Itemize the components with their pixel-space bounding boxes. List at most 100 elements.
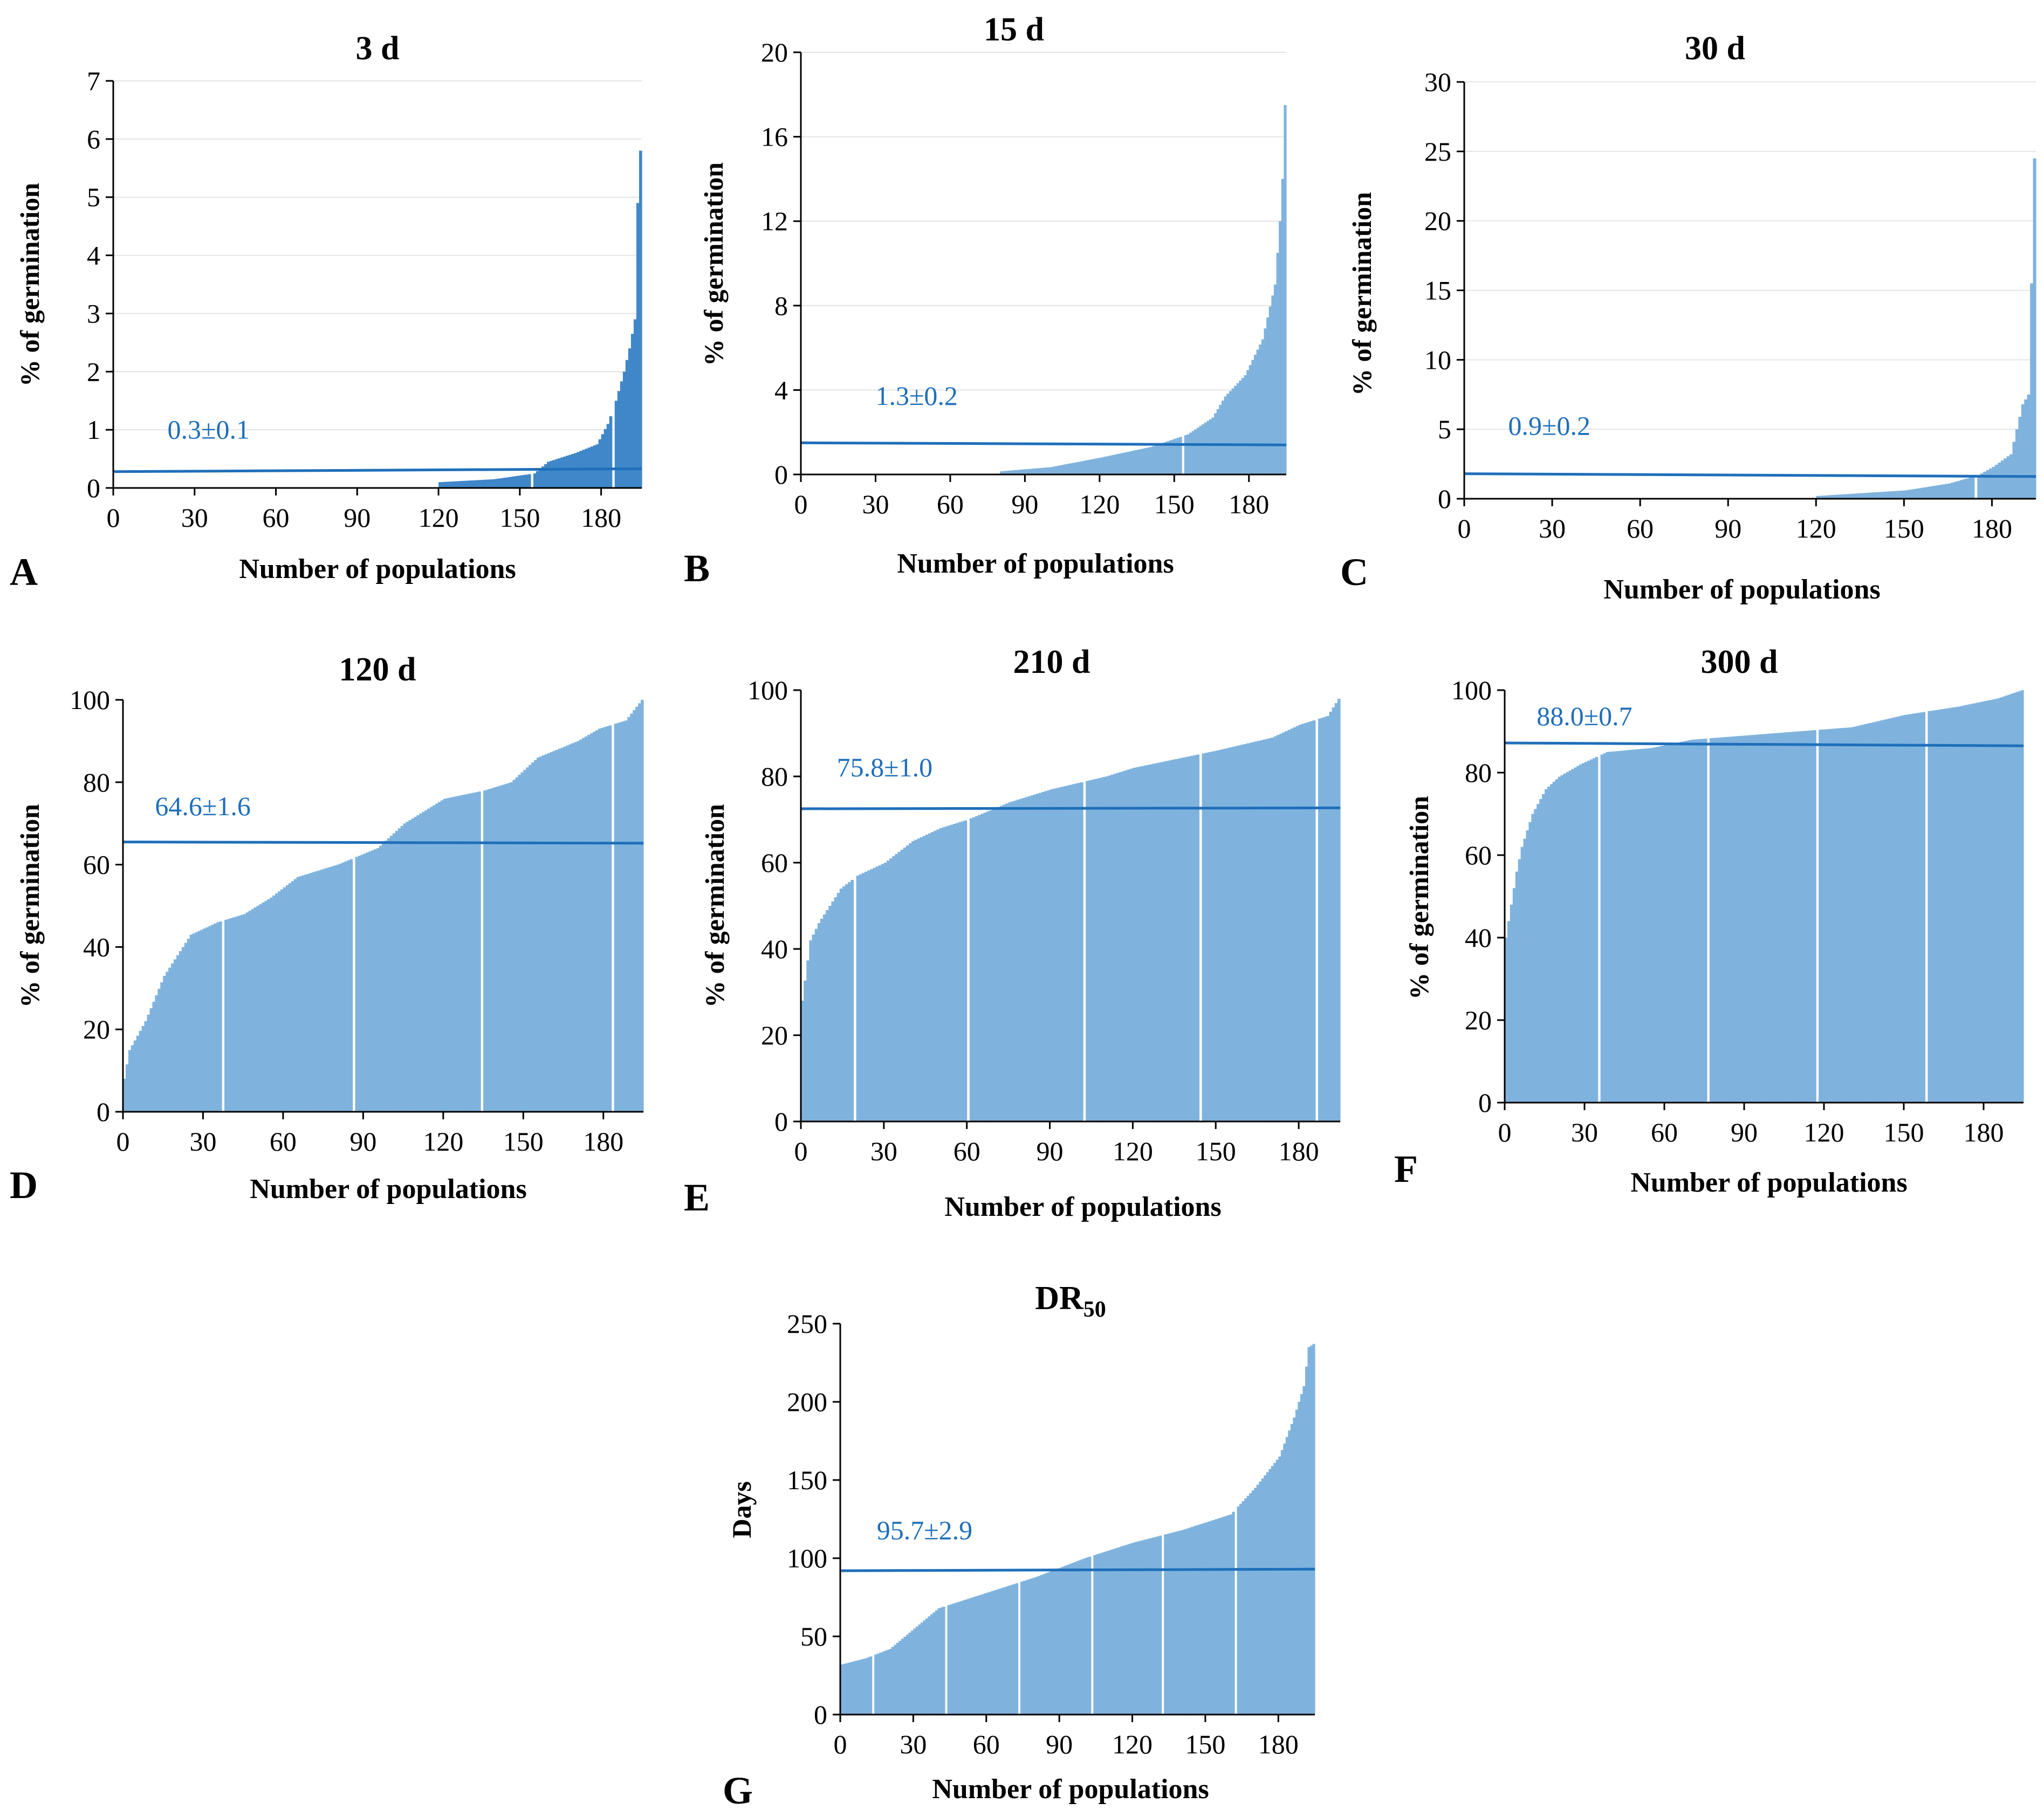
bar	[1185, 1528, 1189, 1715]
bar	[1166, 1533, 1169, 1715]
bar	[1284, 105, 1287, 474]
panel-e-label: E	[684, 1176, 710, 1219]
bar	[1666, 744, 1670, 1103]
bar	[1301, 724, 1305, 1121]
bar	[1865, 493, 1869, 499]
bar	[1093, 1555, 1096, 1715]
bar	[1856, 726, 1859, 1103]
bar	[1169, 440, 1172, 474]
bar	[1723, 737, 1726, 1103]
panel-g-ylabel: Days	[726, 1481, 757, 1538]
bar	[1208, 1521, 1211, 1715]
bar	[1086, 781, 1089, 1121]
bar	[449, 481, 452, 488]
bar	[1215, 1519, 1218, 1715]
bar	[1081, 1559, 1084, 1715]
bar	[942, 827, 945, 1121]
bar	[558, 458, 561, 488]
bar	[1089, 459, 1093, 474]
bar	[544, 464, 547, 488]
bar	[465, 480, 469, 488]
bar	[1717, 737, 1721, 1103]
bar	[1047, 1572, 1050, 1715]
bar	[1585, 762, 1588, 1103]
bar	[1032, 1578, 1035, 1715]
bar	[1994, 464, 1998, 499]
bar	[563, 456, 566, 488]
y-tick-label: 80	[83, 767, 110, 797]
bar	[852, 1661, 855, 1715]
bar	[1762, 734, 1766, 1103]
bar	[519, 475, 523, 488]
bar	[208, 926, 211, 1112]
x-tick-label: 60	[270, 1126, 297, 1157]
bar	[590, 733, 593, 1112]
bar	[903, 1636, 907, 1715]
bar	[1728, 737, 1731, 1103]
bar	[539, 756, 543, 1112]
bar	[953, 824, 956, 1121]
y-tick-label: 8	[774, 291, 788, 321]
panel-b: 15 d % of germination Number of populati…	[684, 11, 1287, 590]
bar	[1000, 1588, 1004, 1715]
bar	[1918, 488, 1922, 499]
bar	[1518, 859, 1521, 1103]
bar	[547, 753, 551, 1112]
bar	[1608, 752, 1611, 1103]
bar	[630, 713, 633, 1112]
bar	[1822, 495, 1826, 499]
bar	[411, 818, 415, 1112]
bar	[457, 481, 461, 488]
bar	[1034, 468, 1038, 474]
bar	[155, 995, 158, 1112]
bar	[1087, 460, 1090, 474]
bar	[533, 473, 537, 488]
bar	[1047, 790, 1051, 1121]
bar	[387, 838, 390, 1112]
bar	[1235, 746, 1238, 1121]
bar	[430, 807, 433, 1112]
bar	[136, 1035, 140, 1112]
bar	[1137, 1541, 1140, 1715]
bar	[975, 816, 978, 1121]
bar	[603, 429, 607, 488]
bar	[366, 852, 369, 1112]
bar	[1528, 822, 1532, 1103]
y-tick-label: 4	[87, 240, 100, 271]
bar	[1268, 738, 1272, 1121]
bar	[1797, 731, 1801, 1103]
bar	[1949, 707, 1952, 1103]
bar	[1696, 739, 1699, 1103]
bar	[245, 912, 249, 1112]
bar	[1833, 494, 1837, 499]
x-tick-label: 30	[181, 503, 208, 533]
bar	[1163, 761, 1167, 1121]
y-tick-label: 16	[761, 122, 788, 152]
bar	[536, 471, 539, 488]
bar	[850, 1662, 853, 1715]
bar	[1592, 758, 1596, 1103]
bar	[1124, 770, 1128, 1121]
bar	[339, 863, 342, 1112]
bar	[845, 884, 848, 1121]
bar	[123, 1078, 126, 1112]
bar	[1037, 468, 1040, 474]
bar	[1124, 452, 1128, 474]
bar	[1749, 735, 1753, 1103]
bar	[964, 1599, 968, 1715]
bar	[928, 833, 931, 1121]
panel-c-label: C	[1340, 550, 1368, 594]
bar	[1230, 1514, 1233, 1715]
bar	[1054, 466, 1058, 474]
bar	[376, 848, 380, 1112]
bar	[983, 813, 987, 1121]
bar	[1547, 787, 1551, 1103]
y-tick-label: 0	[1478, 1088, 1492, 1118]
bar	[1066, 1565, 1069, 1715]
bar	[454, 796, 457, 1112]
bar	[1332, 707, 1335, 1121]
x-tick-label: 90	[1037, 1136, 1064, 1166]
bar	[1994, 699, 1998, 1103]
bar	[1160, 762, 1164, 1121]
